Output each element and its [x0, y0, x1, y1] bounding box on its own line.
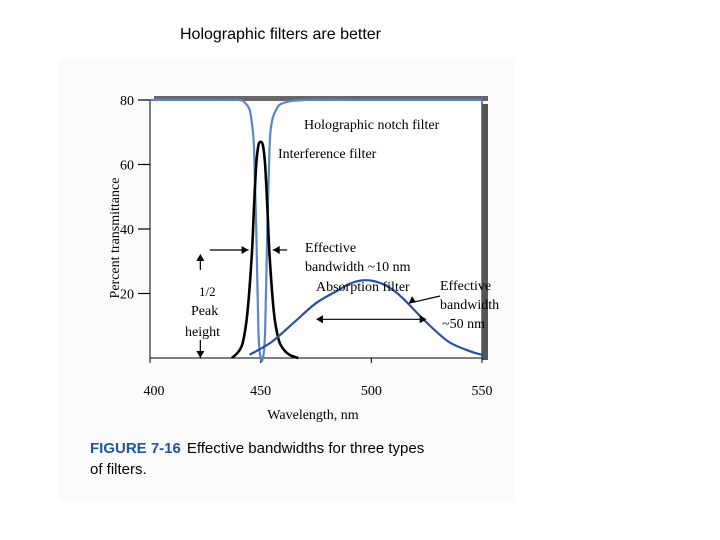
bandwidth-50-left-arrow [316, 315, 323, 324]
plot-frame [149, 99, 483, 359]
annotation-50nm: ~50 nm [442, 317, 485, 332]
annotation-effective-1: Effective [305, 241, 356, 256]
plot-shadow-right [482, 104, 488, 360]
y-axis: 80 60 40 20 [120, 94, 150, 303]
caption-line-1: FIGURE 7-16 Effective bandwidths for thre… [90, 440, 424, 457]
annotation-bandwidth-2: bandwidth [440, 298, 499, 313]
plot-shadow-top [154, 96, 488, 101]
x-tick-label: 500 [361, 384, 382, 399]
annotation-peak: Peak [191, 304, 218, 319]
x-axis-label: Wavelength, nm [267, 408, 359, 423]
y-tick-label: 20 [120, 288, 134, 303]
series-interference-line [230, 140, 299, 360]
series-holographic-notch-line [150, 98, 482, 363]
series-layer [150, 98, 483, 363]
slide-title: Holographic filters are better [180, 26, 381, 43]
half-height-down-arrow [196, 351, 205, 358]
x-tick-label: 450 [250, 384, 271, 399]
figure-panel: 80 60 40 20 400 450 500 550 Wavelength, nm Per… [58, 58, 514, 502]
x-tick-label: 400 [144, 384, 165, 399]
annotation-effective-2: Effective [440, 279, 491, 294]
bandwidth-50-right-arrow [419, 315, 427, 324]
y-tick-label: 80 [120, 94, 134, 109]
series-label-interference: Interference filter [278, 147, 377, 162]
series-label-holographic: Holographic notch filter [304, 118, 440, 133]
half-height-up-arrow [196, 253, 205, 261]
y-tick-label: 40 [120, 223, 134, 238]
annotation-bandwidth-10nm: bandwidth ~10 nm [305, 260, 411, 275]
annotation-height: height [185, 325, 220, 340]
bandwidth-10-left-arrow [241, 245, 249, 254]
y-axis-label: Percent transmittance [108, 178, 123, 299]
annotation-absorption-filter: Absorption filter [316, 280, 410, 295]
marker-layer [196, 245, 441, 358]
x-tick-label: 550 [472, 384, 493, 399]
annotation-half: 1/2 [199, 284, 216, 299]
bandwidth-10-right-arrow [272, 245, 280, 254]
transmittance-chart: 80 60 40 20 400 450 500 550 Wavelength, nm Per… [90, 94, 499, 478]
caption-line-2: of filters. [90, 461, 147, 478]
y-tick-label: 60 [120, 159, 134, 174]
caption-figure-number: FIGURE 7-16 [90, 440, 181, 457]
x-axis: 400 450 500 550 [144, 358, 493, 399]
series-absorption-line [249, 279, 483, 356]
caption-text: Effective bandwidths for three types [187, 440, 424, 457]
bandwidth-50-leader-arrow [408, 296, 416, 304]
